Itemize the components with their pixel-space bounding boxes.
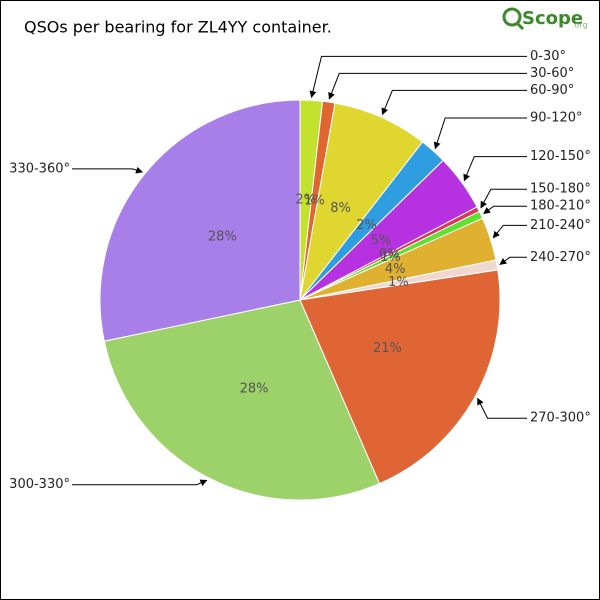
category-label: 300-330° (9, 477, 70, 492)
data-label: 1% (380, 250, 401, 265)
leader-line (492, 224, 527, 239)
category-label: 210-240° (530, 218, 591, 233)
logo: Scope .org (502, 7, 588, 31)
category-label: 180-210° (530, 199, 591, 214)
category-label: 120-150° (530, 149, 591, 164)
category-label: 0-30° (530, 49, 566, 64)
leader-line (499, 256, 527, 265)
category-label: 90-120° (530, 110, 583, 125)
category-label: 240-270° (530, 250, 591, 265)
pie-slice (103, 299, 381, 501)
data-label: 28% (240, 381, 269, 396)
leader-line (463, 156, 527, 182)
category-label: 30-60° (530, 66, 574, 81)
logo-icon (502, 7, 522, 27)
leader-line (483, 205, 527, 214)
leader-line (381, 89, 527, 116)
data-label: 2% (295, 193, 316, 208)
leader-line (72, 479, 208, 487)
logo-icon (515, 21, 525, 31)
pie-slice (299, 102, 424, 301)
category-label: 330-360° (9, 161, 70, 176)
data-label: 1% (304, 194, 325, 209)
leader-line (480, 188, 527, 209)
data-label: 28% (208, 229, 237, 244)
leader-line (72, 166, 144, 174)
category-label: 150-180° (530, 182, 591, 197)
data-label: 8% (330, 201, 351, 216)
data-label: 2% (356, 218, 377, 233)
category-label: 270-300° (530, 411, 591, 426)
logo-domain: .org (572, 21, 588, 30)
logo-text: Scope (522, 8, 583, 29)
leader-line (433, 117, 527, 150)
data-label: 21% (373, 341, 402, 356)
chart-title: QSOs per bearing for ZL4YY container. (24, 18, 332, 37)
leader-line (309, 55, 527, 99)
pie-slice (299, 269, 501, 485)
pie-slice (99, 99, 301, 342)
leader-line (477, 397, 527, 419)
data-label: 1% (388, 275, 409, 290)
data-label: 0% (379, 247, 400, 262)
data-label: 4% (385, 262, 406, 277)
leader-line (328, 72, 527, 100)
data-label: 5% (371, 234, 392, 249)
category-label: 60-90° (530, 83, 574, 98)
